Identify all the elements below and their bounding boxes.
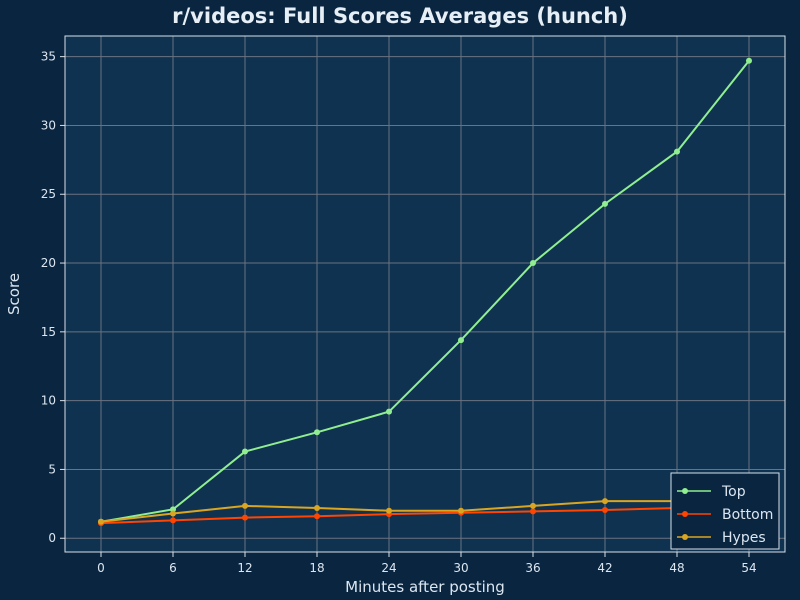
x-axis-label: Minutes after posting — [345, 578, 505, 596]
series-line-bottom — [100, 505, 750, 525]
tick-labels: 0 6 12 18 24 30 36 42 48 54 0 5 10 15 20 25 30 35 — [41, 50, 757, 575]
y-tick-label: 30 — [41, 118, 56, 132]
data-point-hypes — [242, 502, 248, 509]
chart-title: r/videos: Full Scores Averages (hunch) — [172, 4, 628, 28]
y-tick-label: 10 — [41, 394, 56, 408]
y-tick-label: 20 — [41, 256, 56, 270]
legend-label-bottom: Bottom — [722, 507, 773, 523]
y-tick-label: 35 — [41, 50, 56, 64]
data-point-hypes — [458, 507, 464, 514]
x-tick-label: 0 — [97, 561, 105, 575]
data-point-top — [746, 57, 752, 64]
data-point-hypes — [530, 502, 536, 509]
data-point-top — [602, 200, 608, 207]
legend: Top Bottom Hypes — [670, 472, 780, 550]
data-point-bottom — [242, 514, 248, 521]
data-point-bottom — [170, 517, 176, 524]
data-point-hypes — [602, 498, 608, 505]
data-point-hypes — [170, 510, 176, 517]
y-tick-label: 25 — [41, 187, 56, 201]
x-tick-label: 36 — [525, 561, 540, 575]
data-point-top — [314, 429, 320, 436]
x-tick-label: 6 — [169, 561, 177, 575]
x-tick-label: 48 — [669, 561, 684, 575]
data-point-top — [386, 408, 392, 415]
data-point-top — [458, 337, 464, 344]
x-tick-label: 30 — [453, 561, 468, 575]
plot-area — [65, 36, 785, 552]
x-tick-label: 24 — [381, 561, 396, 575]
x-tick-label: 42 — [597, 561, 612, 575]
series-line-top — [100, 60, 750, 523]
y-tick-label: 15 — [41, 325, 56, 339]
data-point-bottom — [530, 508, 536, 515]
legend-marker-top — [682, 488, 688, 494]
legend-marker-bottom — [682, 511, 688, 517]
series-line-hypes — [100, 500, 749, 523]
data-point-top — [170, 506, 176, 513]
grid — [65, 36, 785, 552]
data-point-hypes — [314, 504, 320, 511]
legend-label-top: Top — [721, 484, 746, 500]
data-point-top — [530, 260, 536, 267]
data-point-bottom — [314, 513, 320, 520]
data-point-bottom — [602, 507, 608, 514]
legend-label-hypes: Hypes — [722, 530, 766, 546]
x-tick-label: 12 — [237, 561, 252, 575]
y-tick-label: 5 — [48, 462, 56, 476]
x-tick-label: 54 — [741, 561, 756, 575]
y-tick-label: 0 — [48, 531, 56, 545]
data-point-hypes — [98, 518, 104, 525]
plot-frame — [64, 35, 786, 553]
data-point-top — [242, 448, 248, 455]
x-tick-label: 18 — [309, 561, 324, 575]
data-point-hypes — [386, 507, 392, 514]
y-axis-label: Score — [5, 273, 23, 315]
data-point-top — [674, 148, 680, 155]
legend-marker-hypes — [682, 534, 688, 540]
